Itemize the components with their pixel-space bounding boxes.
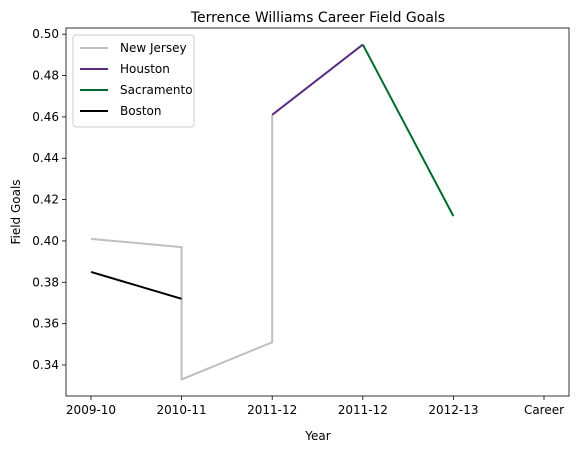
y-axis: 0.34 0.36 0.38 0.40 0.42 0.44 0.46 0.48 0.50 bbox=[32, 27, 66, 372]
y-tick-label: 0.50 bbox=[32, 27, 59, 41]
y-tick-label: 0.38 bbox=[32, 275, 59, 289]
series-line-new-jersey bbox=[90, 114, 274, 381]
x-tick-label: Career bbox=[524, 403, 564, 417]
legend-label-boston: Boston bbox=[120, 104, 161, 118]
legend-box bbox=[72, 34, 195, 128]
legend-label-houston: Houston bbox=[120, 62, 170, 76]
series-line-houston bbox=[271, 43, 364, 116]
x-tick-label: 2009-10 bbox=[66, 403, 116, 417]
x-axis-title: Year bbox=[304, 429, 330, 443]
y-axis-title: Field Goals bbox=[9, 179, 23, 244]
legend-label-sacramento: Sacramento bbox=[120, 83, 193, 97]
plot-frame bbox=[65, 27, 570, 397]
y-tick-label: 0.36 bbox=[32, 317, 59, 331]
series-layer bbox=[90, 43, 455, 381]
x-tick-label: 2012-13 bbox=[428, 403, 478, 417]
legend-label-new-jersey: New Jersey bbox=[120, 41, 187, 55]
y-tick-label: 0.44 bbox=[32, 151, 59, 165]
series-line-boston bbox=[90, 270, 182, 300]
y-tick-label: 0.46 bbox=[32, 110, 59, 124]
y-tick-label: 0.42 bbox=[32, 193, 59, 207]
series-line-sacramento bbox=[361, 44, 455, 217]
y-tick-label: 0.40 bbox=[32, 234, 59, 248]
x-axis: 2009-10 2010-11 2011-12 2011-12 2012-13 Caree… bbox=[66, 396, 564, 417]
x-tick-label: 2011-12 bbox=[338, 403, 388, 417]
x-tick-label: 2011-12 bbox=[247, 403, 297, 417]
chart-title: Terrence Williams Career Field Goals bbox=[190, 10, 445, 26]
y-tick-label: 0.48 bbox=[32, 69, 59, 83]
x-tick-label: 2010-11 bbox=[157, 403, 207, 417]
legend: New Jersey Houston Sacramento Boston bbox=[72, 34, 195, 128]
y-tick-label: 0.34 bbox=[32, 358, 59, 372]
